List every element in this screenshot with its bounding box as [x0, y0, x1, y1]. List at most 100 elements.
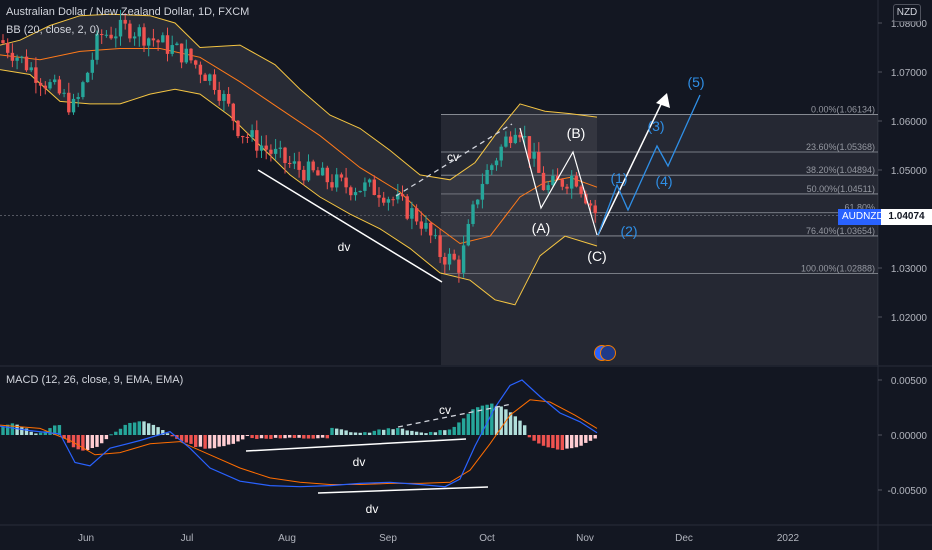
macd-histogram-bar [555, 435, 560, 450]
candle-body [15, 57, 19, 61]
macd-histogram-bar [302, 435, 306, 439]
candle-body [513, 134, 517, 144]
currency-badge[interactable]: NZD [893, 4, 921, 22]
wave-a-label: (A) [532, 220, 551, 236]
fib-level-label: 100.00%(1.02888) [801, 263, 875, 273]
macd-histogram-bar [570, 435, 574, 449]
candle-body [132, 36, 137, 39]
candle-body [147, 38, 151, 46]
candle-body [429, 222, 433, 236]
macd-histogram-bar [391, 429, 395, 435]
time-tick-label: Nov [576, 533, 594, 544]
candle-body [297, 161, 301, 170]
dv-macd-lower-line [317, 486, 489, 494]
candle-body [264, 145, 268, 150]
macd-histogram-bar [62, 435, 66, 439]
candle-body [231, 103, 235, 121]
candle-body [142, 27, 146, 46]
candle-body [76, 97, 80, 99]
candle-body [339, 174, 344, 178]
candle-body [523, 136, 527, 138]
macd-histogram-bar [316, 435, 320, 439]
macd-histogram-bar [255, 435, 259, 439]
candle-body [546, 185, 550, 191]
candle-body [447, 253, 452, 265]
macd-histogram-bar [419, 432, 423, 435]
macd-histogram-bar [34, 433, 38, 435]
macd-histogram-bar [339, 429, 344, 435]
price-tick-label: 1.02000 [891, 313, 928, 324]
event-flags-icon[interactable] [594, 343, 616, 361]
candle-body [344, 177, 348, 188]
candle-body [1, 40, 5, 44]
macd-histogram-bar [95, 435, 99, 447]
macd-tick-label: 0.00500 [891, 376, 928, 387]
macd-histogram-bar [81, 435, 85, 451]
macd-histogram-bar [259, 435, 264, 439]
fib-level-label: 76.40%(1.03654) [806, 226, 875, 236]
candle-body [62, 92, 66, 94]
macd-histogram-bar [104, 435, 109, 440]
macd-histogram-bar [128, 422, 132, 435]
macd-histogram-bar [377, 429, 381, 435]
candle-body [10, 52, 15, 61]
candle-body [137, 27, 141, 37]
macd-tick-label: -0.00500 [888, 486, 928, 497]
macd-histogram-bar [513, 416, 517, 435]
candle-body [320, 167, 325, 176]
wave-3-label: (3) [647, 118, 664, 134]
flag-icon-nz [600, 345, 616, 361]
macd-histogram-bar [85, 435, 90, 451]
candle-body [203, 74, 207, 81]
candle-body [363, 182, 367, 191]
macd-histogram-bar [20, 427, 24, 435]
macd-histogram-bar [147, 423, 151, 435]
macd-histogram-bar [100, 435, 104, 444]
candle-body [175, 43, 179, 46]
macd-histogram-bar [344, 430, 348, 435]
candle-body [494, 160, 499, 166]
cv-macd-label: cv [439, 403, 451, 417]
candle-body [424, 222, 428, 229]
macd-histogram-bar [476, 407, 480, 435]
macd-histogram-bar [396, 428, 400, 435]
bb-fill [0, 14, 597, 305]
candle-body [245, 136, 250, 138]
candle-body [391, 199, 395, 201]
macd-histogram-bar [198, 435, 203, 447]
macd-histogram-bar [142, 421, 146, 435]
macd-histogram-bar [283, 435, 287, 439]
candle-body [123, 19, 127, 24]
price-tick-label: 1.07000 [891, 68, 928, 79]
macd-histogram-bar [461, 418, 466, 435]
projection-arrowhead [656, 93, 670, 108]
macd-histogram-bar [137, 421, 141, 435]
candle-body [184, 48, 188, 63]
candle-body [241, 136, 245, 138]
macd-histogram-bar [452, 426, 456, 435]
macd-histogram-bar [109, 434, 113, 436]
macd-histogram-bar [551, 435, 555, 449]
macd-tick-label: 0.00000 [891, 431, 928, 442]
candle-body [471, 204, 475, 224]
candle-body [457, 259, 461, 273]
candle-body [161, 35, 165, 43]
macd-histogram-bar [367, 432, 372, 435]
macd-histogram-bar [278, 435, 282, 439]
blue-wave-line [597, 94, 701, 236]
macd-histogram-bar [490, 403, 494, 435]
macd-histogram-bar [264, 435, 268, 439]
cv-price-label: cv [447, 150, 459, 164]
candle-body [114, 36, 118, 39]
macd-indicator-label[interactable]: MACD (12, 26, close, 9, EMA, EMA) [6, 374, 184, 386]
bb-indicator-label[interactable]: BB (20, close, 2, 0) [6, 24, 100, 36]
candle-body [593, 205, 597, 214]
macd-histogram-bar [320, 435, 325, 438]
candle-body [414, 208, 419, 222]
candle-body [29, 67, 33, 71]
candle-body [306, 161, 311, 181]
dv-price-label: dv [338, 240, 351, 254]
macd-histogram-bar [565, 435, 569, 449]
macd-histogram-bar [335, 428, 339, 435]
